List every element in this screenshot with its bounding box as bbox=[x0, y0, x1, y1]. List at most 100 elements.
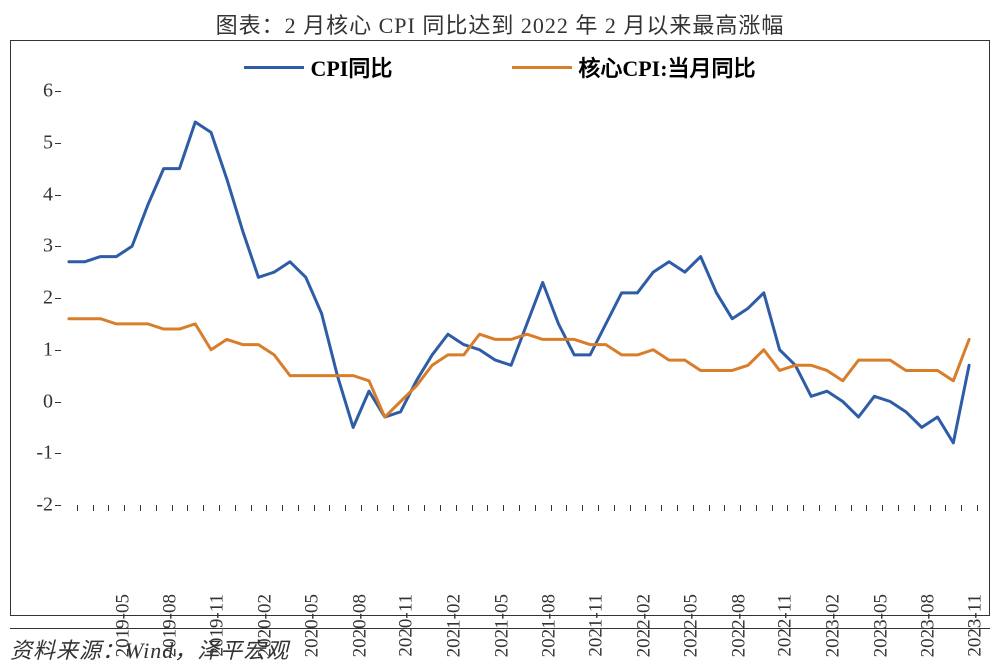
y-tick-label: 6 bbox=[43, 80, 53, 103]
x-tick-mark bbox=[772, 505, 773, 511]
x-tick-label: 2020-08 bbox=[349, 594, 371, 657]
y-tick-label: 2 bbox=[43, 287, 53, 310]
x-tick-mark bbox=[945, 505, 946, 511]
x-tick-mark bbox=[393, 505, 394, 511]
source-rule bbox=[10, 628, 990, 629]
x-tick-mark bbox=[835, 505, 836, 511]
legend-item-cpi: CPI同比 bbox=[244, 51, 392, 83]
chart-container: 图表：2 月核心 CPI 同比达到 2022 年 2 月以来最高涨幅 CPI同比… bbox=[0, 0, 1000, 671]
y-tick-label: -1 bbox=[36, 442, 53, 465]
series-line bbox=[69, 122, 969, 443]
legend-swatch-cpi bbox=[244, 66, 304, 69]
legend-item-core: 核心CPI:当月同比 bbox=[512, 51, 755, 83]
x-tick-mark bbox=[172, 505, 173, 511]
x-tick-mark bbox=[487, 505, 488, 511]
x-tick-label: 2021-08 bbox=[539, 594, 561, 657]
x-axis: 2019-052019-082019-112020-022020-052020-… bbox=[61, 505, 977, 615]
x-tick-mark bbox=[124, 505, 125, 511]
x-tick-mark bbox=[266, 505, 267, 511]
y-tick-label: -2 bbox=[36, 494, 53, 517]
x-tick-mark bbox=[361, 505, 362, 511]
x-tick-mark bbox=[535, 505, 536, 511]
x-tick-label: 2021-02 bbox=[444, 594, 466, 657]
x-tick-mark bbox=[819, 505, 820, 511]
x-tick-mark bbox=[472, 505, 473, 511]
x-tick-mark bbox=[677, 505, 678, 511]
x-tick-label: 2022-02 bbox=[633, 594, 655, 657]
x-tick-mark bbox=[377, 505, 378, 511]
x-tick-mark bbox=[930, 505, 931, 511]
x-tick-mark bbox=[645, 505, 646, 511]
x-tick-mark bbox=[551, 505, 552, 511]
x-tick-label: 2020-11 bbox=[396, 594, 418, 657]
source-note: 资料来源：Wind，泽平宏观 bbox=[10, 633, 289, 665]
x-tick-mark bbox=[235, 505, 236, 511]
x-tick-label: 2022-11 bbox=[775, 594, 797, 657]
x-tick-mark bbox=[787, 505, 788, 511]
x-tick-mark bbox=[740, 505, 741, 511]
x-tick-mark bbox=[219, 505, 220, 511]
x-tick-mark bbox=[851, 505, 852, 511]
legend-swatch-core bbox=[512, 66, 572, 69]
x-tick-mark bbox=[456, 505, 457, 511]
x-tick-mark bbox=[329, 505, 330, 511]
y-tick-label: 0 bbox=[43, 390, 53, 413]
x-tick-mark bbox=[298, 505, 299, 511]
y-tick-label: 4 bbox=[43, 183, 53, 206]
chart-frame: CPI同比 核心CPI:当月同比 -2 -1 0 1 2 3 4 5 6 2019-052019… bbox=[10, 40, 990, 616]
x-tick-mark bbox=[977, 505, 978, 511]
x-tick-mark bbox=[282, 505, 283, 511]
x-tick-label: 2023-05 bbox=[870, 594, 892, 657]
x-tick-mark bbox=[156, 505, 157, 511]
x-tick-mark bbox=[566, 505, 567, 511]
x-tick-mark bbox=[251, 505, 252, 511]
x-tick-mark bbox=[866, 505, 867, 511]
x-tick-mark bbox=[582, 505, 583, 511]
chart-title: 图表：2 月核心 CPI 同比达到 2022 年 2 月以来最高涨幅 bbox=[0, 0, 1000, 44]
x-tick-label: 2023-02 bbox=[823, 594, 845, 657]
x-tick-mark bbox=[424, 505, 425, 511]
x-tick-mark bbox=[314, 505, 315, 511]
x-tick-mark bbox=[77, 505, 78, 511]
x-tick-mark bbox=[709, 505, 710, 511]
x-tick-label: 2022-08 bbox=[728, 594, 750, 657]
legend-label-core: 核心CPI:当月同比 bbox=[578, 51, 755, 83]
legend: CPI同比 核心CPI:当月同比 bbox=[11, 51, 989, 83]
x-tick-mark bbox=[803, 505, 804, 511]
x-tick-label: 2023-11 bbox=[964, 594, 986, 657]
y-tick-label: 5 bbox=[43, 131, 53, 154]
x-tick-label: 2023-08 bbox=[918, 594, 940, 657]
y-axis: -2-10123456 bbox=[21, 91, 61, 505]
x-tick-mark bbox=[961, 505, 962, 511]
x-tick-mark bbox=[203, 505, 204, 511]
y-tick-label: 3 bbox=[43, 235, 53, 258]
x-tick-mark bbox=[898, 505, 899, 511]
plot-area bbox=[61, 91, 977, 505]
x-tick-label: 2020-05 bbox=[302, 594, 324, 657]
x-tick-mark bbox=[140, 505, 141, 511]
x-tick-mark bbox=[724, 505, 725, 511]
series-line bbox=[69, 319, 969, 417]
x-tick-mark bbox=[914, 505, 915, 511]
y-tick-label: 1 bbox=[43, 338, 53, 361]
legend-label-cpi: CPI同比 bbox=[310, 51, 392, 83]
x-tick-mark bbox=[614, 505, 615, 511]
x-tick-label: 2021-05 bbox=[491, 594, 513, 657]
x-tick-mark bbox=[630, 505, 631, 511]
x-tick-mark bbox=[693, 505, 694, 511]
x-tick-mark bbox=[408, 505, 409, 511]
chart-lines-svg bbox=[61, 91, 977, 505]
x-tick-mark bbox=[345, 505, 346, 511]
x-tick-mark bbox=[93, 505, 94, 511]
x-tick-mark bbox=[519, 505, 520, 511]
x-tick-mark bbox=[503, 505, 504, 511]
x-tick-mark bbox=[187, 505, 188, 511]
x-tick-label: 2022-05 bbox=[681, 594, 703, 657]
x-tick-mark bbox=[882, 505, 883, 511]
x-tick-mark bbox=[108, 505, 109, 511]
x-tick-mark bbox=[756, 505, 757, 511]
x-tick-mark bbox=[661, 505, 662, 511]
x-tick-mark bbox=[440, 505, 441, 511]
x-tick-mark bbox=[598, 505, 599, 511]
x-tick-label: 2021-11 bbox=[585, 594, 607, 657]
